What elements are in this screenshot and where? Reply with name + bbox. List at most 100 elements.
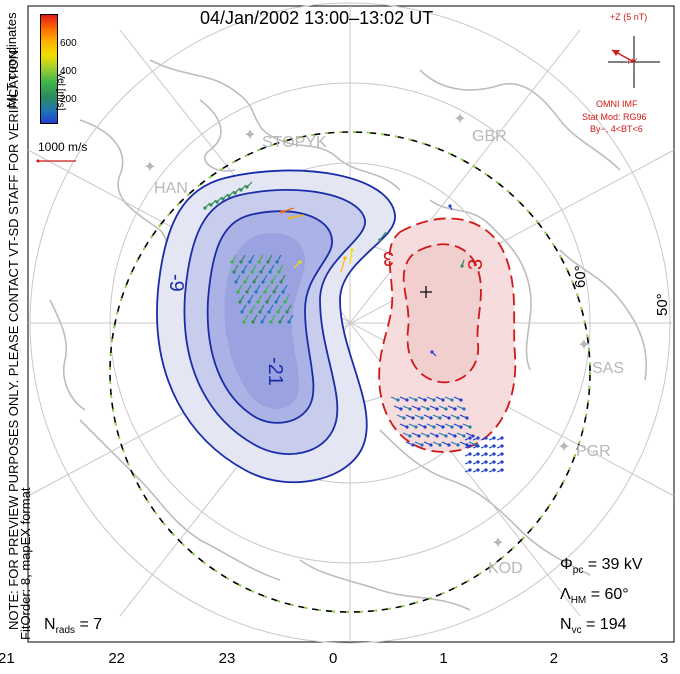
vector-origin-dot [251, 320, 255, 324]
vector-origin-dot [484, 436, 488, 440]
vector-origin-dot [242, 320, 246, 324]
station-star-icon: ✦ [491, 535, 504, 552]
vector-origin-dot [492, 444, 496, 448]
vector-origin-dot [350, 248, 354, 252]
vector-origin-dot [444, 434, 448, 438]
vector-origin-dot [420, 416, 424, 420]
vector-origin-dot [411, 443, 415, 447]
contour-label: 3 [383, 247, 394, 269]
phi-symbol: Φ [560, 556, 573, 573]
vector-origin-dot [462, 434, 466, 438]
vector-origin-dot [279, 280, 283, 284]
lambda-value: = 60° [590, 586, 629, 603]
vector-origin-dot [447, 443, 451, 447]
contour-label: -21 [264, 357, 286, 386]
vector-origin-dot [258, 310, 262, 314]
contour-inner-positive [402, 243, 482, 384]
vector-origin-dot [245, 185, 249, 189]
imf-y-label: +Y [626, 57, 638, 67]
phi-subscript: pc [572, 565, 584, 577]
vector-origin-dot [230, 260, 234, 264]
station-star-icon: ✦ [453, 111, 466, 128]
vector-origin-dot [266, 260, 270, 264]
vector-origin-dot [414, 398, 418, 402]
vector-origin-dot [249, 310, 253, 314]
velocity-vector [289, 214, 305, 219]
vector-origin-dot [268, 270, 272, 274]
vector-origin-dot [240, 310, 244, 314]
station-label: GBR [472, 128, 507, 145]
imf-scale-label: +Z (5 nT) [610, 12, 648, 22]
imf-source: OMNI IMF [596, 99, 638, 109]
vector-origin-dot [468, 444, 472, 448]
vector-origin-dot [265, 300, 269, 304]
vector-origin-dot [259, 270, 263, 274]
vector-origin-dot [283, 300, 287, 304]
station-star-icon: ✦ [577, 337, 590, 354]
station-star-icon: ✦ [143, 159, 156, 176]
vector-origin-dot [465, 416, 469, 420]
vector-origin-dot [438, 416, 442, 420]
vector-origin-dot [476, 468, 480, 472]
velocity-vector [379, 231, 387, 241]
mlt-tick-label: 21 [0, 650, 15, 667]
positive-potential-cell [378, 217, 517, 453]
vector-origin-dot [462, 407, 466, 411]
vector-origin-dot [270, 280, 274, 284]
vector-origin-dot [450, 398, 454, 402]
vector-origin-dot [239, 260, 243, 264]
vector-origin-dot [492, 468, 496, 472]
vector-origin-dot [263, 290, 267, 294]
vector-origin-dot [414, 425, 418, 429]
vector-origin-dot [500, 436, 504, 440]
phi-value: = 39 kV [587, 556, 643, 573]
chart-title: 04/Jan/2002 13:00–13:02 UT [200, 8, 434, 28]
vector-origin-dot [411, 416, 415, 420]
latitude-label: 60° [572, 265, 589, 288]
vector-origin-dot [456, 443, 460, 447]
vector-origin-dot [484, 468, 488, 472]
vector-origin-dot [280, 210, 284, 214]
vector-origin-dot [471, 434, 475, 438]
vector-origin-dot [238, 300, 242, 304]
vector-origin-dot [233, 191, 237, 195]
vector-origin-dot [408, 407, 412, 411]
lambda-symbol: Λ [560, 586, 571, 603]
latitude-label: 50° [654, 293, 671, 316]
vector-origin-dot [405, 425, 409, 429]
nrads-subscript: rads [55, 625, 76, 637]
vector-origin-dot [459, 425, 463, 429]
vector-origin-dot [232, 270, 236, 274]
vector-origin-dot [396, 398, 400, 402]
velocity-vector [340, 257, 346, 273]
imf-model: Stat Mod: RG96 [582, 112, 647, 122]
vector-origin-dot [476, 436, 480, 440]
colorbar-tick: 200 [60, 94, 77, 105]
vector-origin-dot [221, 197, 225, 201]
vector-origin-dot [432, 425, 436, 429]
vector-origin-dot [408, 434, 412, 438]
mlt-tick-label: 1 [439, 650, 448, 667]
vector-origin-dot [417, 434, 421, 438]
vector-origin-dot [426, 434, 430, 438]
contour-label: -9 [165, 274, 187, 292]
nrads-symbol: N [44, 616, 56, 633]
cpcp-readout: Φpc = 39 kV [560, 556, 642, 576]
vector-origin-dot [432, 398, 436, 402]
vector-origin-dot [484, 452, 488, 456]
vector-origin-dot [285, 310, 289, 314]
vector-origin-dot [247, 300, 251, 304]
vector-origin-dot [492, 460, 496, 464]
vector-origin-dot [277, 270, 281, 274]
vector-origin-dot [468, 468, 472, 472]
vector-origin-dot [465, 443, 469, 447]
station-markers: ✦ ✦ ✦ ✦ ✦ ✦ [143, 111, 590, 552]
reference-vector-arrow [36, 159, 76, 163]
vector-origin-dot [476, 460, 480, 464]
vector-origin-dot [438, 443, 442, 447]
vector-origin-dot [243, 280, 247, 284]
vector-origin-dot [484, 444, 488, 448]
hm-boundary-readout: ΛHM = 60° [560, 586, 629, 606]
vector-origin-dot [476, 452, 480, 456]
vector-origin-dot [260, 320, 264, 324]
